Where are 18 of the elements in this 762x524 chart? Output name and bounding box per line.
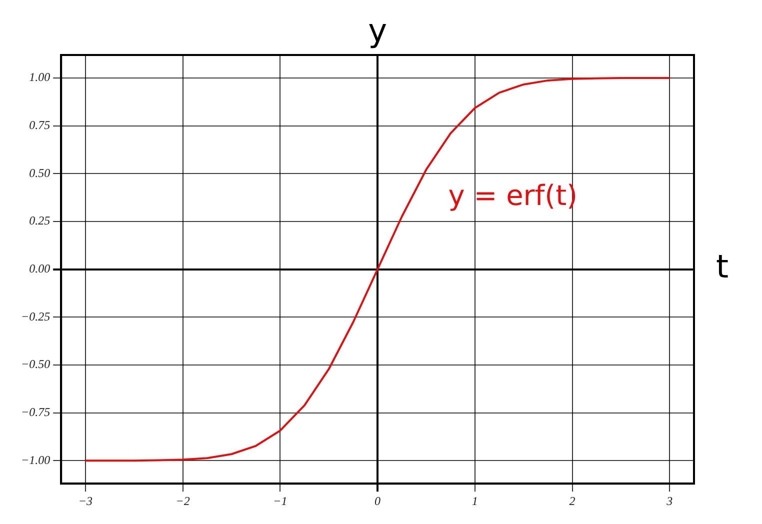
y-tick-label: 0.25 bbox=[29, 214, 50, 228]
x-tick-label: −2 bbox=[176, 494, 190, 508]
y-tick-label: 1.00 bbox=[29, 70, 50, 84]
x-tick-label: 2 bbox=[569, 494, 576, 508]
x-axis-title: t bbox=[716, 248, 729, 286]
y-tick-label: −0.50 bbox=[20, 357, 50, 372]
y-tick-label: 0.00 bbox=[29, 261, 50, 276]
x-tick-label: −1 bbox=[273, 494, 288, 508]
y-tick-label: −1.00 bbox=[20, 452, 50, 467]
x-tick-label: −3 bbox=[78, 494, 92, 508]
y-tick-label: 0.75 bbox=[29, 118, 50, 132]
y-tick-label: 0.50 bbox=[29, 166, 50, 180]
y-tick-label: −0.75 bbox=[20, 404, 50, 419]
x-tick-label: 0 bbox=[374, 494, 381, 508]
y-tick-label: −0.25 bbox=[20, 309, 50, 324]
x-tick-label: 3 bbox=[666, 494, 673, 508]
y-axis-title: y bbox=[368, 11, 388, 50]
x-tick-label: 1 bbox=[472, 494, 478, 508]
